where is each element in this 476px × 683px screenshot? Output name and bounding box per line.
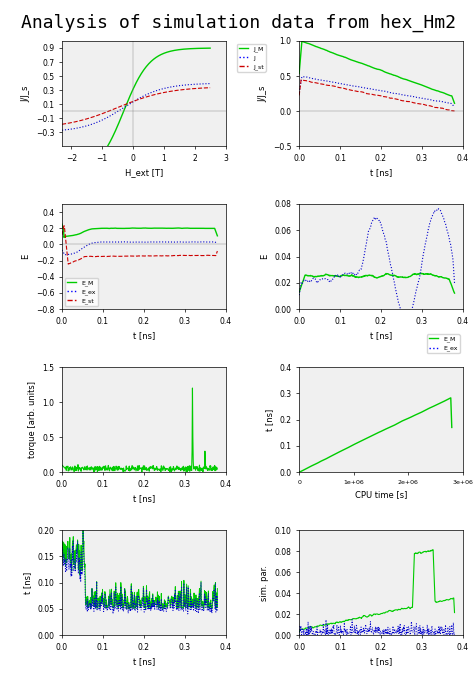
Legend: J_M, J, J_st: J_M, J, J_st [237,44,265,72]
Y-axis label: E: E [21,254,30,260]
Y-axis label: t [ns]: t [ns] [264,408,273,431]
X-axis label: t [ns]: t [ns] [369,168,391,178]
Y-axis label: J/J_s: J/J_s [21,85,30,102]
Legend: E_M, E_ex: E_M, E_ex [426,335,458,353]
Legend: E_M, E_ex, E_st: E_M, E_ex, E_st [65,278,98,306]
X-axis label: t [ns]: t [ns] [369,657,391,667]
Y-axis label: t [ns]: t [ns] [23,572,32,594]
X-axis label: t [ns]: t [ns] [132,331,155,340]
Y-axis label: E: E [259,254,268,260]
X-axis label: t [ns]: t [ns] [132,494,155,503]
Y-axis label: sim. par.: sim. par. [259,565,268,600]
X-axis label: CPU time [s]: CPU time [s] [354,490,406,499]
X-axis label: t [ns]: t [ns] [132,657,155,667]
X-axis label: t [ns]: t [ns] [369,331,391,340]
Y-axis label: J/J_s: J/J_s [258,85,267,102]
Y-axis label: torque [arb. units]: torque [arb. units] [28,381,37,458]
X-axis label: H_ext [T]: H_ext [T] [124,168,163,178]
Text: Analysis of simulation data from hex_Hm2: Analysis of simulation data from hex_Hm2 [21,14,455,32]
